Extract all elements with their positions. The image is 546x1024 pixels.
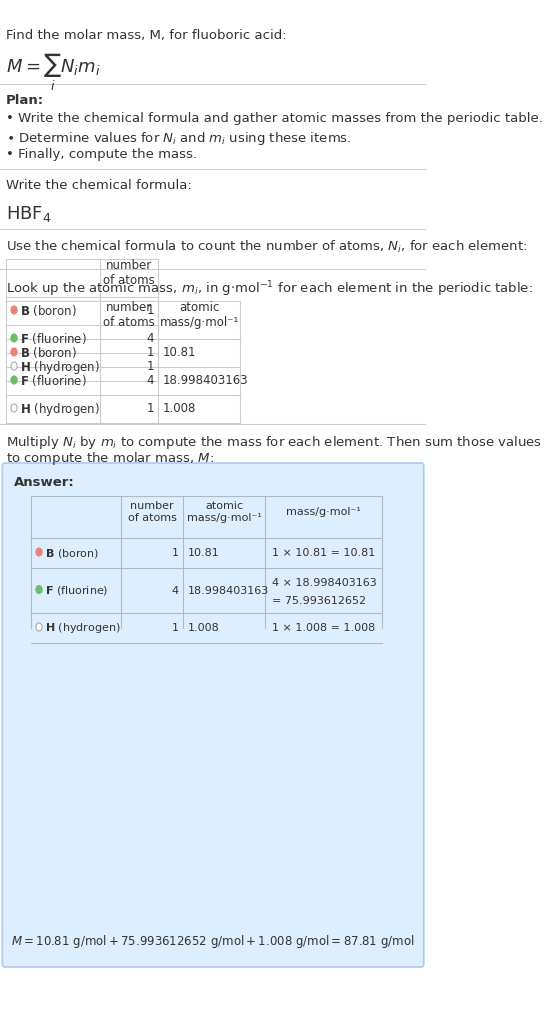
Text: 1: 1	[146, 402, 154, 416]
Circle shape	[11, 306, 17, 314]
Text: 4: 4	[146, 375, 154, 387]
Text: 1.008: 1.008	[188, 623, 220, 633]
Text: to compute the molar mass, $M$:: to compute the molar mass, $M$:	[6, 450, 215, 467]
Text: number
of atoms: number of atoms	[128, 501, 176, 523]
Circle shape	[36, 623, 42, 631]
Circle shape	[11, 362, 17, 370]
Text: atomic
mass/g·mol⁻¹: atomic mass/g·mol⁻¹	[159, 301, 239, 329]
Text: $\mathbf{F}$ (fluorine): $\mathbf{F}$ (fluorine)	[45, 584, 109, 597]
Circle shape	[11, 348, 17, 356]
Text: 1: 1	[146, 360, 154, 374]
Circle shape	[36, 586, 42, 594]
Text: 1.008: 1.008	[163, 402, 197, 416]
Text: 1 × 10.81 = 10.81: 1 × 10.81 = 10.81	[271, 548, 375, 558]
Text: $M = \sum_i N_i m_i$: $M = \sum_i N_i m_i$	[6, 52, 100, 93]
Circle shape	[36, 548, 42, 556]
Text: 1: 1	[146, 346, 154, 359]
Text: 10.81: 10.81	[188, 548, 220, 558]
Text: Look up the atomic mass, $m_i$, in g$\cdot$mol$^{-1}$ for each element in the pe: Look up the atomic mass, $m_i$, in g$\cd…	[6, 279, 533, 299]
FancyBboxPatch shape	[2, 463, 424, 967]
Text: number
of atoms: number of atoms	[103, 301, 155, 329]
Text: $\mathregular{HBF_4}$: $\mathregular{HBF_4}$	[6, 204, 52, 224]
Text: • Finally, compute the mass.: • Finally, compute the mass.	[6, 148, 197, 161]
Text: mass/g·mol⁻¹: mass/g·mol⁻¹	[287, 507, 361, 517]
Text: 18.998403163: 18.998403163	[163, 375, 249, 387]
Text: = 75.993612652: = 75.993612652	[271, 596, 366, 605]
Text: $\mathbf{F}$ (fluorine): $\mathbf{F}$ (fluorine)	[20, 374, 87, 388]
Circle shape	[11, 334, 17, 342]
Text: Plan:: Plan:	[6, 94, 44, 106]
Circle shape	[11, 404, 17, 412]
Text: $\bullet$ Determine values for $N_i$ and $m_i$ using these items.: $\bullet$ Determine values for $N_i$ and…	[6, 130, 352, 147]
Text: $\mathbf{B}$ (boron): $\mathbf{B}$ (boron)	[20, 303, 78, 318]
Text: atomic
mass/g·mol⁻¹: atomic mass/g·mol⁻¹	[187, 501, 262, 523]
Text: 1: 1	[171, 548, 179, 558]
Text: number
of atoms: number of atoms	[103, 259, 155, 287]
Circle shape	[11, 376, 17, 384]
Text: 1: 1	[171, 623, 179, 633]
Text: 4: 4	[146, 333, 154, 345]
Text: $M = 10.81\ \mathrm{g/mol} + 75.993612652\ \mathrm{g/mol} + 1.008\ \mathrm{g/mol: $M = 10.81\ \mathrm{g/mol} + 75.99361265…	[11, 934, 415, 950]
Text: 18.998403163: 18.998403163	[188, 586, 269, 596]
Text: Write the chemical formula:: Write the chemical formula:	[6, 179, 192, 193]
Text: Use the chemical formula to count the number of atoms, $N_i$, for each element:: Use the chemical formula to count the nu…	[6, 239, 527, 255]
Text: $\mathbf{H}$ (hydrogen): $\mathbf{H}$ (hydrogen)	[45, 621, 121, 635]
Text: Answer:: Answer:	[14, 476, 75, 489]
Text: Multiply $N_i$ by $m_i$ to compute the mass for each element. Then sum those val: Multiply $N_i$ by $m_i$ to compute the m…	[6, 434, 542, 451]
Text: Find the molar mass, M, for fluoboric acid:: Find the molar mass, M, for fluoboric ac…	[6, 29, 287, 42]
Text: $\mathbf{H}$ (hydrogen): $\mathbf{H}$ (hydrogen)	[20, 358, 100, 376]
Text: 1: 1	[146, 304, 154, 317]
Text: $\mathbf{F}$ (fluorine): $\mathbf{F}$ (fluorine)	[20, 332, 87, 346]
Text: $\mathbf{H}$ (hydrogen): $\mathbf{H}$ (hydrogen)	[20, 400, 100, 418]
Text: 1 × 1.008 = 1.008: 1 × 1.008 = 1.008	[271, 623, 375, 633]
Text: 4: 4	[171, 586, 179, 596]
Text: • Write the chemical formula and gather atomic masses from the periodic table.: • Write the chemical formula and gather …	[6, 112, 543, 125]
Text: 10.81: 10.81	[163, 346, 197, 359]
Text: $\mathbf{B}$ (boron): $\mathbf{B}$ (boron)	[45, 547, 99, 559]
Text: $\mathbf{B}$ (boron): $\mathbf{B}$ (boron)	[20, 345, 78, 360]
Text: 4 × 18.998403163: 4 × 18.998403163	[271, 578, 376, 588]
